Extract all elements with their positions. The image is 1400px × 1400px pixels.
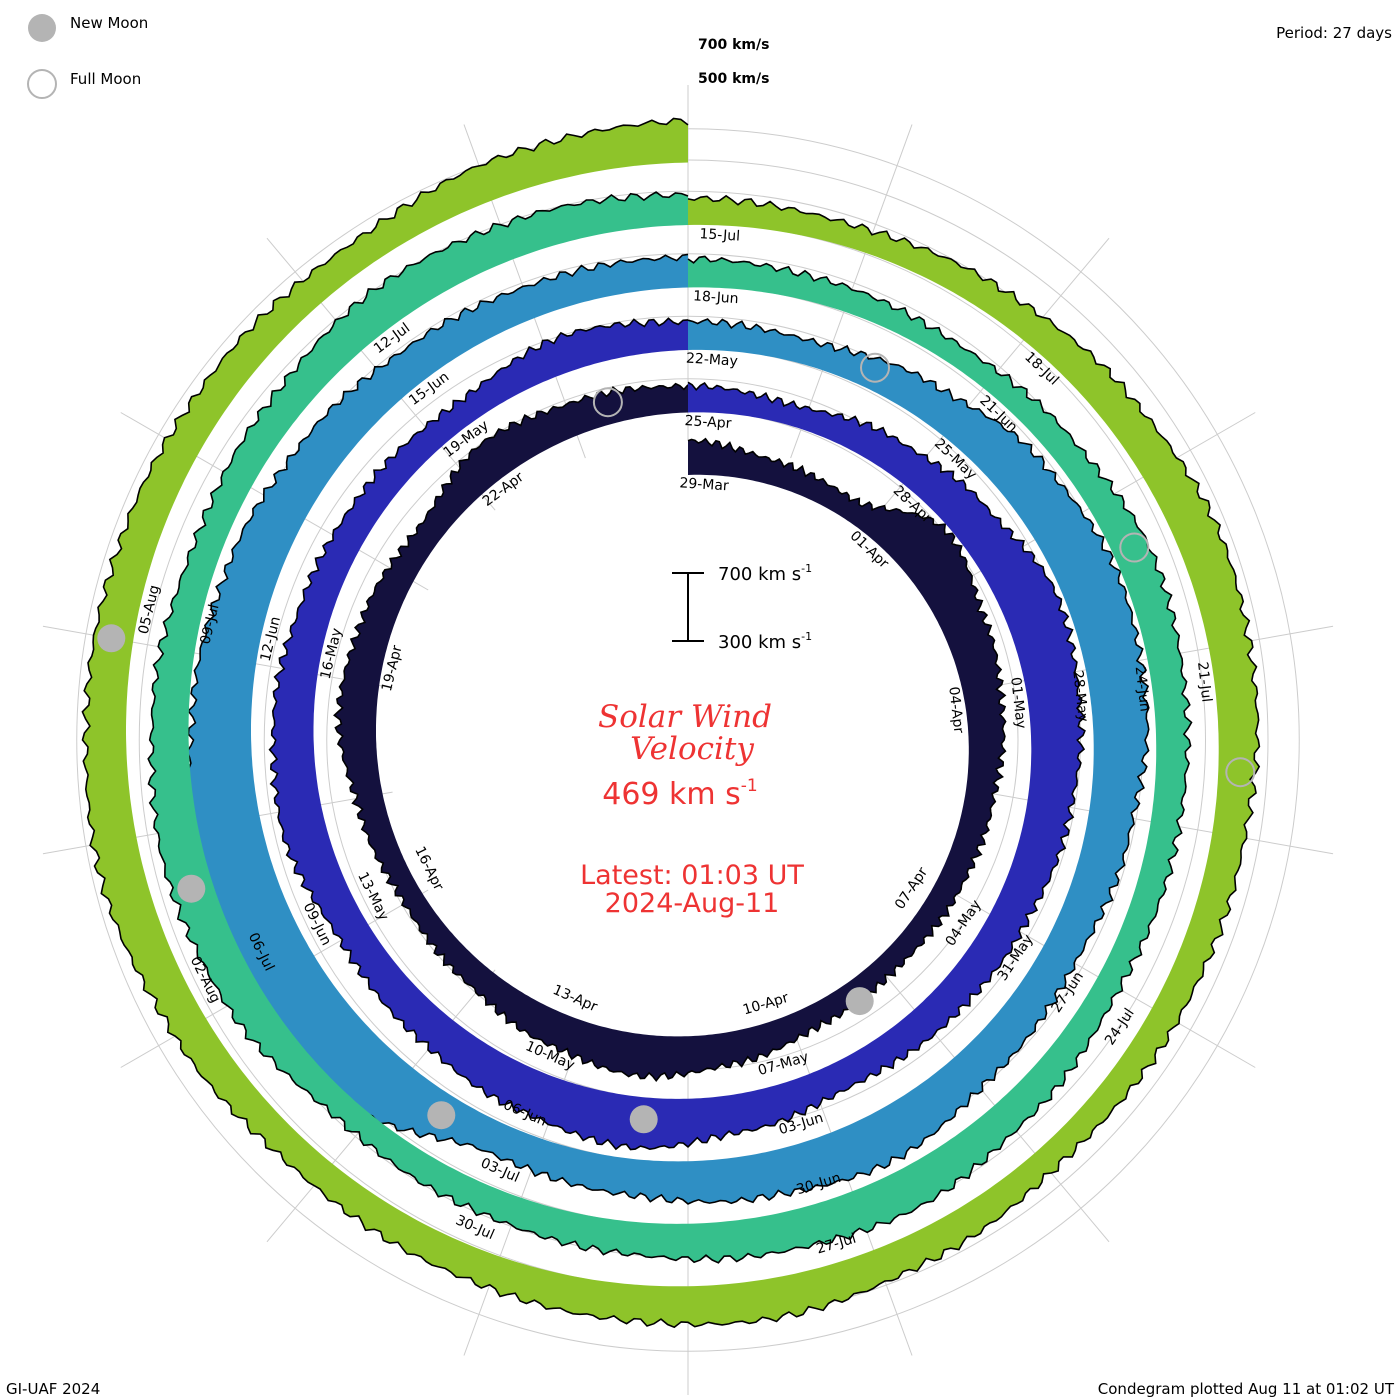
full-moon-legend-icon (27, 69, 57, 99)
date-label: 01-May (1007, 676, 1029, 729)
footer-credit: GI-UAF 2024 (6, 1380, 100, 1398)
date-label: 24-Jun (1132, 666, 1153, 713)
rotation-1-trace (333, 382, 1007, 1082)
date-label: 04-Apr (945, 686, 966, 735)
new-moon-marker (845, 987, 874, 1016)
new-moon-marker (629, 1105, 658, 1134)
full-moon-marker (1225, 757, 1256, 788)
latest-date: 2024-Aug-11 (605, 888, 780, 919)
date-label: 15-Jul (699, 226, 740, 245)
date-label: 29-Mar (679, 475, 729, 494)
rotation-5-trace (81, 117, 1261, 1329)
velocity-spiral (81, 117, 1261, 1329)
rotation-2-trace (268, 317, 1087, 1151)
ref-level-500-label: 500 km/s (698, 71, 769, 87)
date-label: 18-Jun (693, 288, 739, 307)
date-label: 13-Apr (550, 982, 599, 1015)
new-moon-legend-icon (28, 14, 56, 42)
date-label: 25-Apr (684, 413, 732, 432)
date-label: 21-Jul (1194, 661, 1214, 703)
rotation-3-trace (185, 253, 1150, 1205)
period-label: Period: 27 days (1276, 24, 1392, 42)
rotation-4-trace (147, 191, 1193, 1264)
scale-top-label: 700 km s-1 (718, 562, 812, 585)
moon-phase-markers (97, 352, 1256, 1134)
footer-plotted-time: Condegram plotted Aug 11 at 01:02 UT (1098, 1380, 1395, 1398)
full-moon-marker (860, 352, 890, 383)
full-moon-legend-label: Full Moon (70, 70, 141, 88)
center-title: Solar Wind Velocity 469 km s-1 Latest: 0… (580, 699, 804, 919)
latest-time: Latest: 01:03 UT (580, 860, 804, 891)
new-moon-marker (97, 624, 126, 653)
date-label: 28-May (1069, 669, 1091, 722)
new-moon-legend-label: New Moon (70, 14, 148, 32)
new-moon-marker (177, 874, 206, 903)
date-label: 10-Apr (741, 990, 791, 1019)
date-label: 22-May (686, 351, 739, 370)
grid-spoke (463, 1021, 586, 1356)
title-line-1: Solar Wind (598, 699, 772, 735)
full-moon-marker (592, 387, 623, 418)
scale-bottom-label: 300 km s-1 (718, 630, 812, 653)
ref-level-700-label: 700 km/s (698, 37, 769, 53)
new-moon-marker (427, 1101, 456, 1130)
title-line-2: Velocity (630, 731, 754, 767)
full-moon-marker (1119, 532, 1150, 563)
current-velocity: 469 km s-1 (602, 776, 758, 812)
scale-bar: 700 km s-1 300 km s-1 (672, 562, 812, 653)
